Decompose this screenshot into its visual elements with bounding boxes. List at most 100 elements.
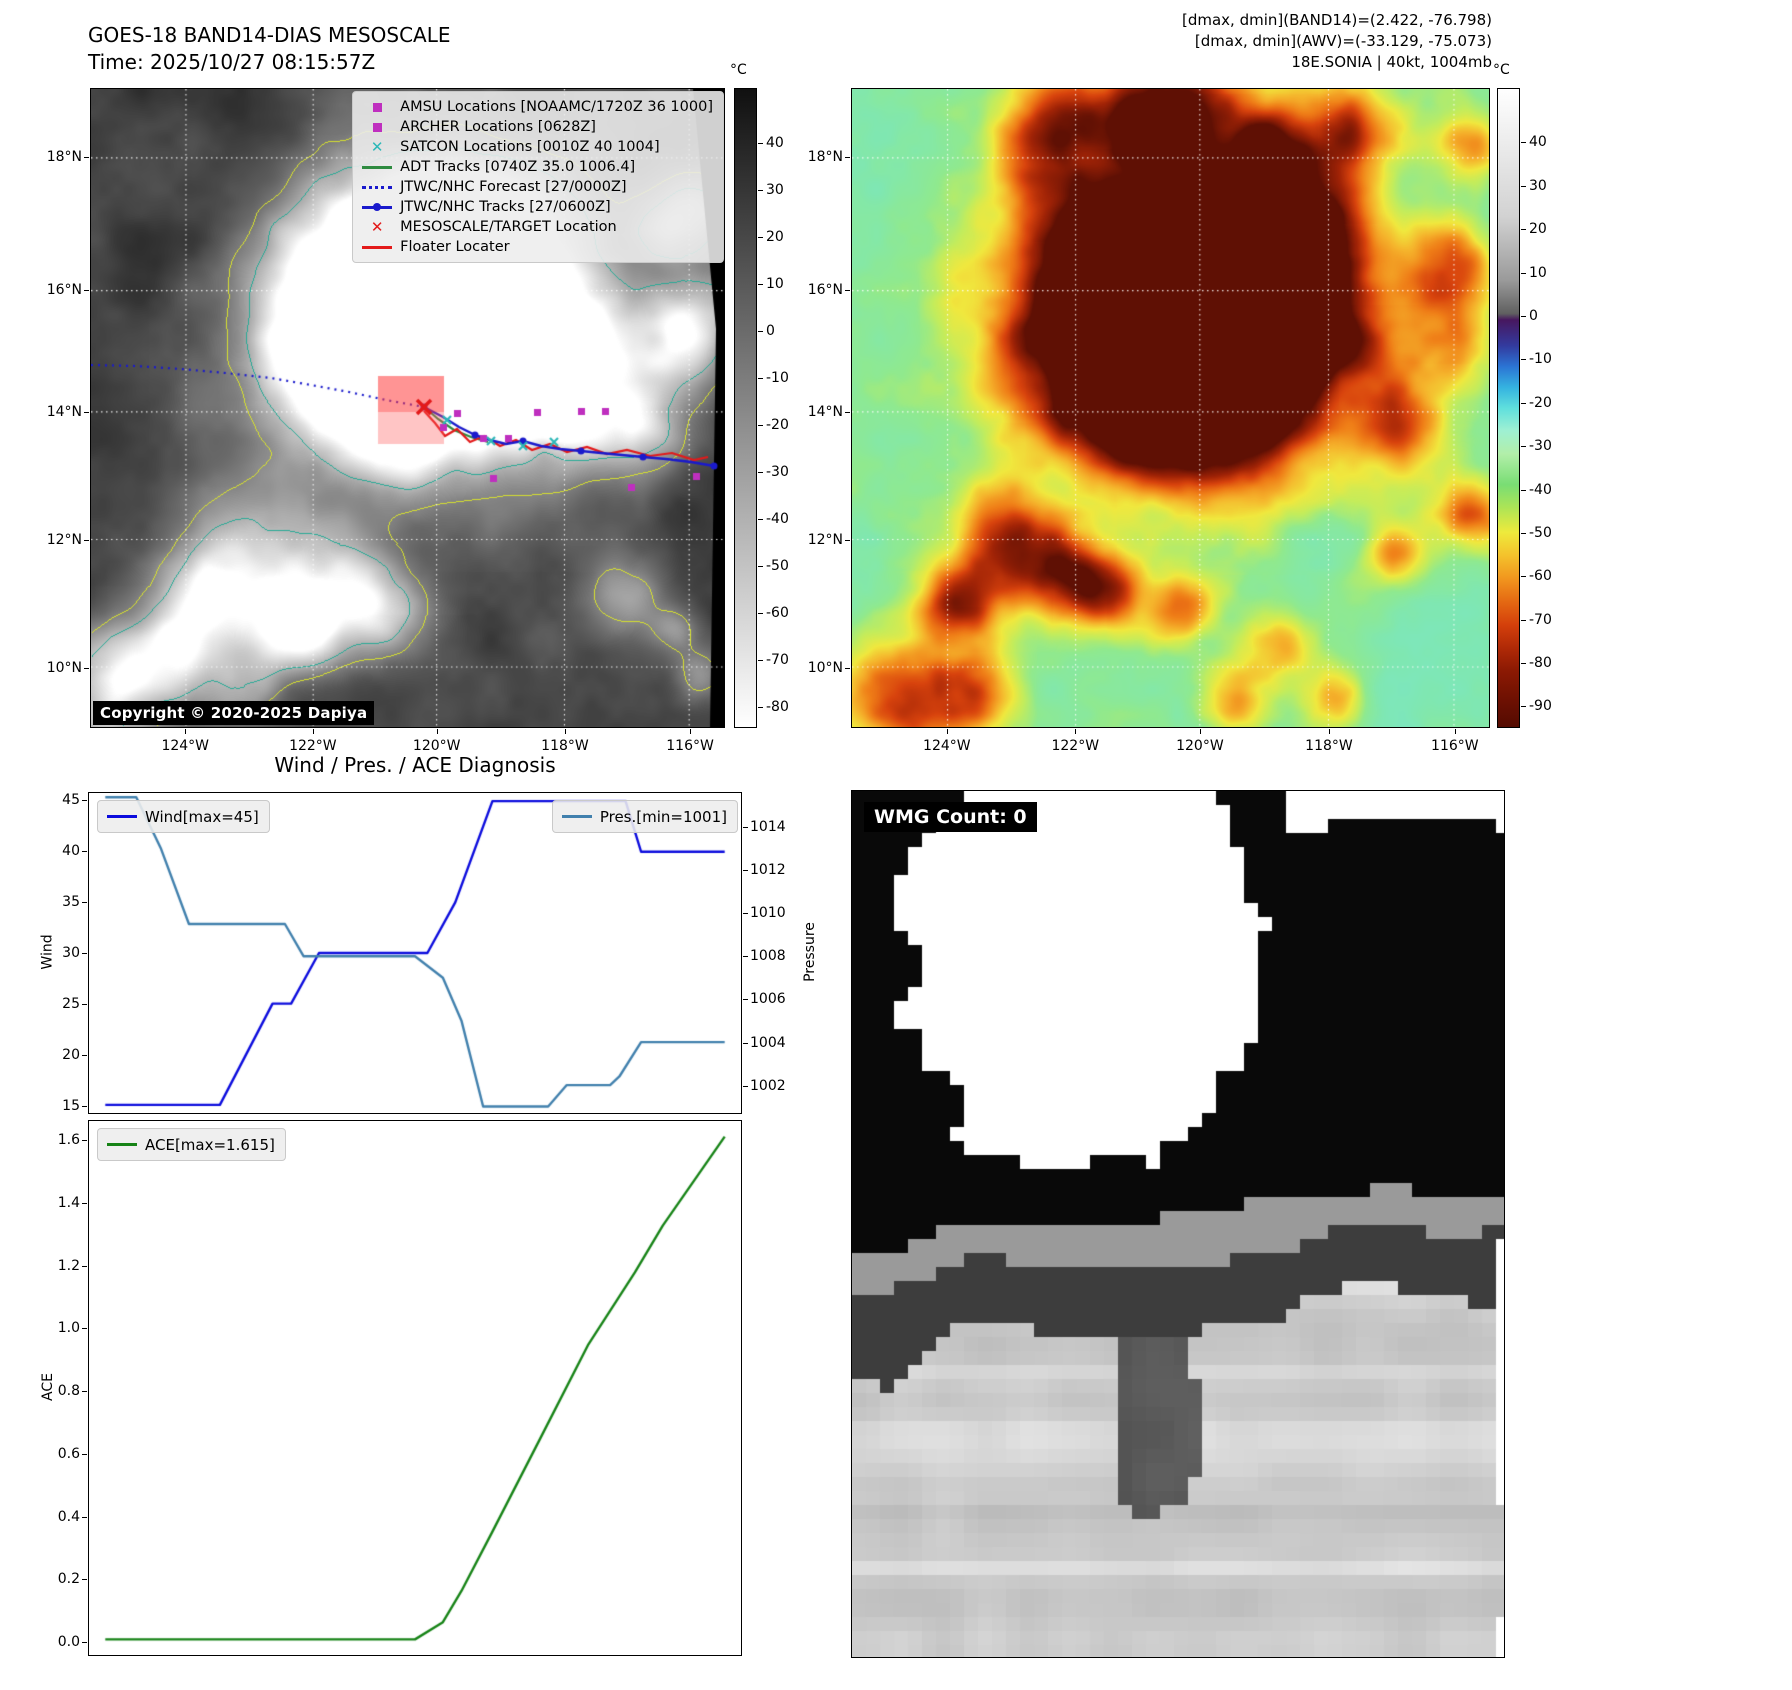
ace-tick-label: 0.4: [57, 1508, 80, 1525]
wind-tick-label: 30: [62, 945, 80, 961]
legend-label: SATCON Locations [0010Z 40 1004]: [400, 139, 660, 155]
ace-tick: [82, 1391, 87, 1393]
ir-cbar-tick: [758, 424, 763, 426]
awv-cbar-tick: [1521, 402, 1526, 404]
ace-tick: [82, 1265, 87, 1267]
wind-tick: [82, 1003, 87, 1005]
header-info-line: [dmax, dmin](AWV)=(-33.129, -75.073): [1194, 32, 1492, 50]
legend-item: AMSU Locations [NOAAMC/1720Z 36 1000]: [361, 97, 713, 117]
pressure-tick-label: 1008: [750, 948, 786, 965]
legend-label: ARCHER Locations [0628Z]: [400, 119, 596, 135]
awv-cbar-tick: [1521, 142, 1526, 144]
awv-cbar-label: -60: [1529, 568, 1552, 585]
ace-tick-label: 0.2: [57, 1571, 80, 1588]
wind-tick-label: 45: [62, 792, 80, 809]
ace-legend: ACE[max=1.615]: [97, 1128, 286, 1161]
legend-label: JTWC/NHC Tracks [27/0600Z]: [400, 199, 611, 215]
awv-cbar-label: -20: [1529, 394, 1552, 411]
wind-tick-label: 25: [62, 995, 80, 1012]
pressure-tick-label: 1002: [750, 1077, 786, 1094]
awv-cbar-label: 30: [1529, 177, 1547, 194]
legend-item: ACE[max=1.615]: [106, 1134, 275, 1155]
ir-lon-tick: [564, 729, 566, 734]
legend-item: Floater Locater: [361, 237, 713, 257]
ace-chart-canvas: [89, 1121, 741, 1655]
ace-chart: [88, 1120, 742, 1656]
awv-cbar-tick: [1521, 619, 1526, 621]
awv-cbar-tick: [1521, 706, 1526, 708]
awv-cbar-tick: [1521, 359, 1526, 361]
ace-tick-label: 0.6: [57, 1445, 80, 1462]
ir-cbar-tick: [758, 377, 763, 379]
legend-label: Floater Locater: [400, 239, 510, 255]
header-info: [dmax, dmin](BAND14)=(2.422, -76.798) [dm…: [1100, 10, 1492, 73]
square-marker-icon: [361, 102, 393, 112]
wmg-grid-canvas: [852, 791, 1504, 1657]
wind-tick: [82, 902, 87, 904]
header-info-line: 18E.SONIA | 40kt, 1004mb: [1291, 53, 1492, 71]
awv-cbar-label: -70: [1529, 611, 1552, 628]
charts-title: Wind / Pres. / ACE Diagnosis: [274, 753, 556, 777]
ir-cbar-label: 0: [766, 322, 775, 339]
awv-lat-tick: [845, 290, 850, 292]
pressure-tick-label: 1004: [750, 1034, 786, 1051]
ir-lon-tick: [436, 729, 438, 734]
ir-cbar-label: 30: [766, 182, 784, 199]
ir-cbar-label: -30: [766, 463, 789, 480]
pressure-tick: [743, 1042, 748, 1044]
legend-item: JTWC/NHC Tracks [27/0600Z]: [361, 197, 713, 217]
ace-tick: [82, 1579, 87, 1581]
wmg-panel: WMG Count: 0: [851, 790, 1505, 1658]
ace-tick: [82, 1641, 87, 1643]
pressure-tick: [743, 1085, 748, 1087]
ir-cbar-tick: [758, 612, 763, 614]
legend-item: Wind[max=45]: [106, 806, 259, 827]
pressure-tick-label: 1014: [750, 818, 786, 835]
ace-tick-label: 1.4: [57, 1195, 80, 1212]
ir-lon-tick: [690, 729, 692, 734]
ir-cbar-label: 20: [766, 228, 784, 245]
pressure-tick: [743, 956, 748, 958]
awv-lat-label: 16°N: [807, 282, 843, 299]
ir-colorbar-unit: °C: [730, 62, 747, 78]
x-marker-icon: ✕: [370, 137, 384, 156]
ir-lon-label: 124°W: [161, 738, 210, 754]
wind-tick: [82, 1105, 87, 1107]
wind-tick-label: 40: [62, 843, 80, 860]
legend-item: Pres.[min=1001]: [561, 806, 727, 827]
awv-cbar-label: 0: [1529, 307, 1538, 324]
awv-colorbar-unit: °C: [1493, 62, 1510, 78]
legend-label: MESOSCALE/TARGET Location: [400, 219, 617, 235]
legend-label: ACE[max=1.615]: [145, 1135, 275, 1154]
ir-lat-label: 12°N: [46, 531, 82, 548]
line-marker-icon: [561, 815, 593, 818]
ir-cbar-label: -80: [766, 698, 789, 715]
wind-pressure-chart: [88, 792, 742, 1114]
wind-tick: [82, 800, 87, 802]
ace-tick: [82, 1453, 87, 1455]
legend-label: AMSU Locations [NOAAMC/1720Z 36 1000]: [400, 99, 713, 115]
ir-cbar-label: -10: [766, 369, 789, 386]
awv-cbar-label: -40: [1529, 481, 1552, 498]
wind-tick-label: 35: [62, 894, 80, 911]
ir-cbar-tick: [758, 283, 763, 285]
line-marker-icon: [361, 165, 393, 169]
ir-cbar-tick: [758, 190, 763, 192]
awv-lat-label: 14°N: [807, 403, 843, 420]
ir-cbar-label: -70: [766, 651, 789, 668]
awv-cbar-label: -10: [1529, 351, 1552, 368]
awv-cbar-tick: [1521, 315, 1526, 317]
wind-tick-label: 20: [62, 1046, 80, 1063]
awv-cbar-label: -80: [1529, 655, 1552, 672]
ace-tick-label: 1.6: [57, 1132, 80, 1149]
dotted-marker-icon: [361, 185, 393, 189]
awv-lon-label: 118°W: [1305, 738, 1353, 754]
wind-pressure-chart-canvas: [89, 793, 741, 1113]
pressure-tick-label: 1010: [750, 905, 786, 922]
ir-cbar-label: -20: [766, 416, 789, 433]
line-marker-icon: [106, 1143, 138, 1146]
wind-tick: [82, 1054, 87, 1056]
awv-map-panel: [851, 88, 1490, 728]
pressure-tick: [743, 869, 748, 871]
